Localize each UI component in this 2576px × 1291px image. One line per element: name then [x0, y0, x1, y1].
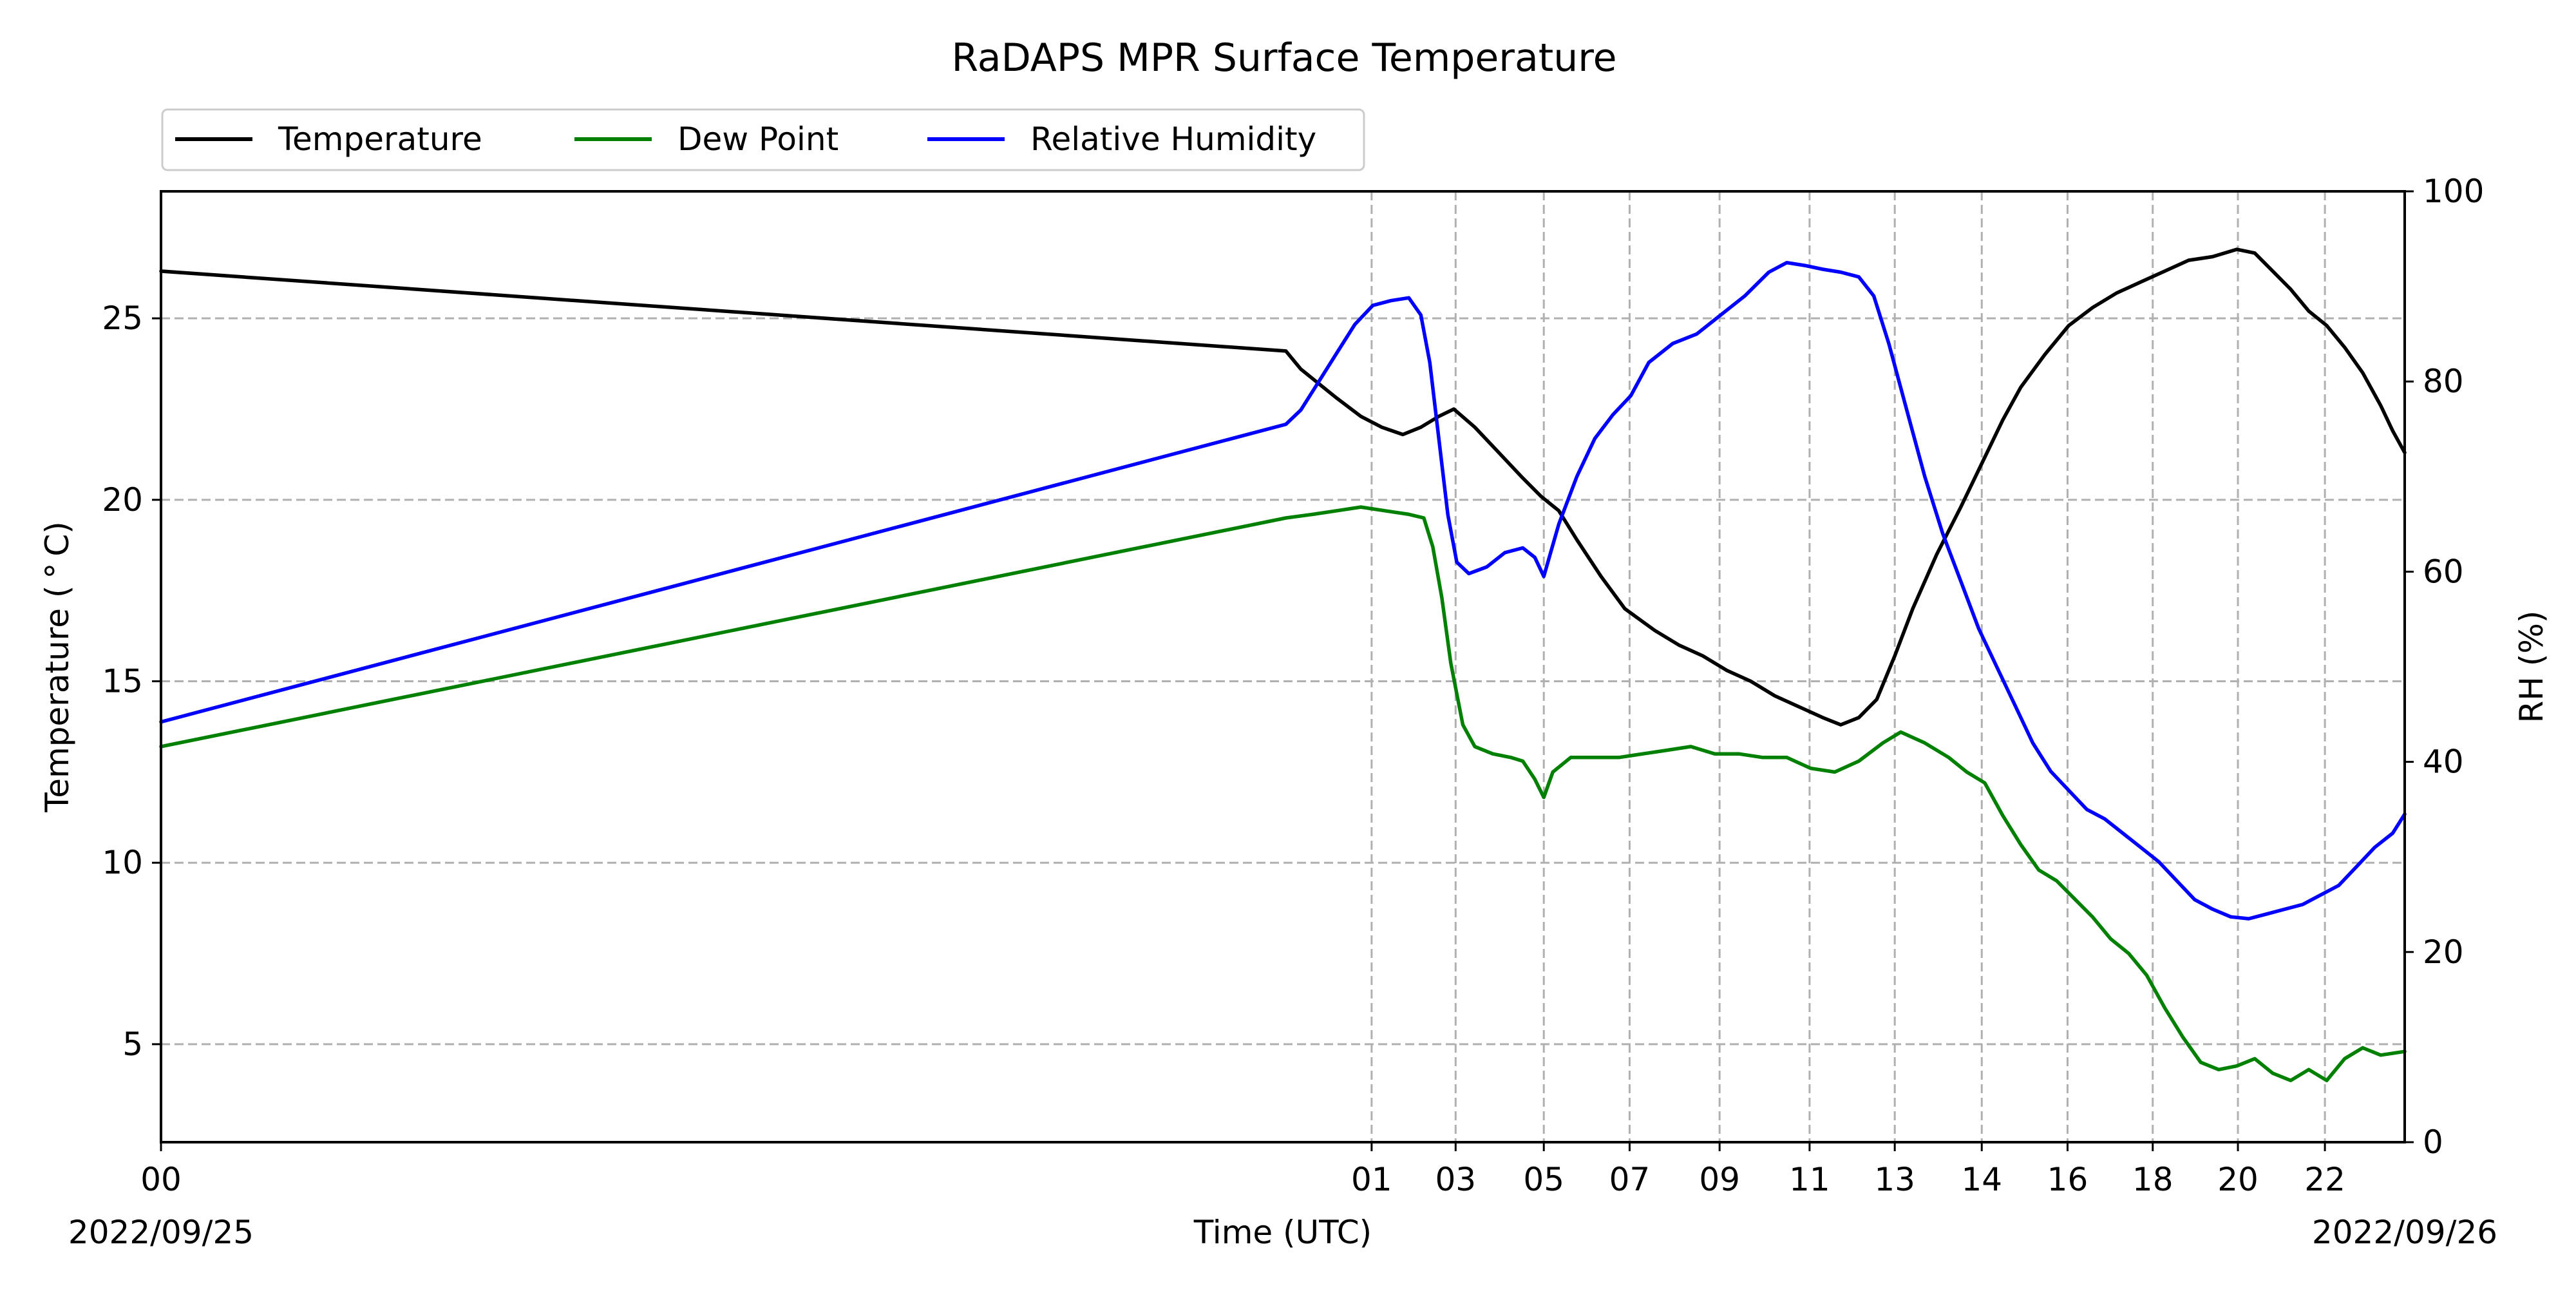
x-tick-label: 14: [1961, 1161, 2002, 1198]
y-axis-label: Temperature ( ° C): [39, 521, 76, 813]
x-tick-label: 01: [1351, 1161, 1392, 1198]
legend-label-relative-humidity: Relative Humidity: [1030, 120, 1316, 158]
legend-frame: [161, 108, 1365, 171]
right-axis: 0 20 40 60 80 100: [2405, 173, 2484, 1161]
x-axis-label: Time (UTC): [1193, 1214, 1372, 1251]
x-tick-label: 00: [140, 1161, 182, 1198]
y-tick-label: 10: [102, 844, 143, 881]
series-line-relative-humidity: [159, 260, 2407, 921]
x-tick-label: 09: [1699, 1161, 1740, 1198]
y-tick-label: 20: [102, 481, 143, 519]
date-right: 2022/09/26: [2312, 1214, 2497, 1251]
x-tick-label: 20: [2217, 1161, 2259, 1198]
x-tick-label: 11: [1789, 1161, 1830, 1198]
x-tick-label: 05: [1523, 1161, 1564, 1198]
y-tick-label: 15: [102, 663, 143, 700]
legend: Temperature Dew Point Relative Humidity: [161, 108, 1365, 171]
grid-layer: [161, 191, 2405, 1142]
y2-tick-label: 40: [2423, 743, 2464, 781]
plot-frame: [160, 190, 2406, 1143]
y2-tick-label: 80: [2423, 363, 2464, 400]
y2-tick-label: 60: [2423, 553, 2464, 590]
left-axis: 5 10 15 20 25: [102, 300, 161, 1063]
series-layer: [159, 247, 2407, 1082]
series-line-temperature: [159, 247, 2407, 727]
x-axis: 00 01 03 05 07 09 11 13 14 16 18 20 22: [140, 1142, 2345, 1198]
y2-tick-label: 100: [2423, 173, 2484, 210]
y2-axis-label: RH (%): [2513, 611, 2550, 723]
y2-tick-label: 20: [2423, 933, 2464, 971]
x-tick-label: 03: [1435, 1161, 1476, 1198]
chart-title: RaDAPS MPR Surface Temperature: [951, 35, 1616, 81]
x-tick-label: 18: [2132, 1161, 2174, 1198]
date-left: 2022/09/25: [68, 1214, 254, 1251]
x-tick-label: 13: [1874, 1161, 1915, 1198]
y2-tick-label: 0: [2423, 1124, 2443, 1161]
legend-label-dew-point: Dew Point: [677, 120, 838, 158]
series-line-dew-point: [159, 505, 2407, 1082]
x-tick-label: 22: [2304, 1161, 2345, 1198]
y-tick-label: 5: [122, 1026, 143, 1063]
legend-label-temperature: Temperature: [278, 120, 482, 158]
x-tick-label: 07: [1609, 1161, 1651, 1198]
y-tick-label: 25: [102, 300, 143, 337]
x-tick-label: 16: [2047, 1161, 2088, 1198]
